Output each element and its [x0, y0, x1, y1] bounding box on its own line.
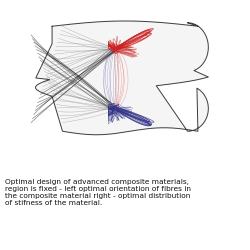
Text: Optimal design of advanced composite materials,
region is fixed - left optimal o: Optimal design of advanced composite mat… [5, 179, 191, 206]
Polygon shape [36, 21, 208, 135]
